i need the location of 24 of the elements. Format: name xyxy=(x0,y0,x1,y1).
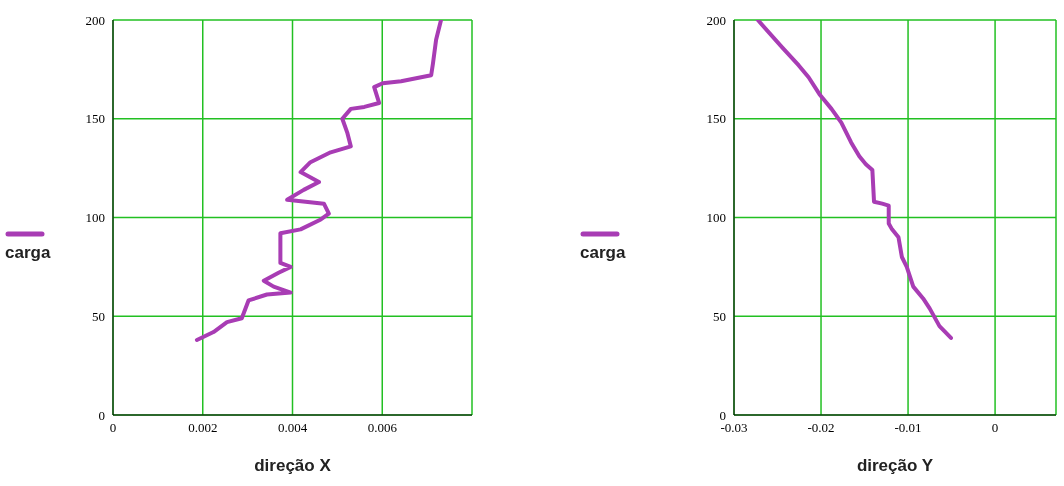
y-tick-label: 150 xyxy=(706,111,726,127)
x-tick-label: 0.004 xyxy=(277,420,308,436)
y-tick-label: 0 xyxy=(98,407,105,423)
y-tick-label: 50 xyxy=(92,308,105,324)
x-tick-label: -0.03 xyxy=(720,420,748,436)
x-tick-label: 0 xyxy=(109,420,117,436)
y-tick-label: 50 xyxy=(713,308,726,324)
x-tick-label: 0 xyxy=(991,420,999,436)
legend-label: carga xyxy=(5,243,52,263)
x-tick-label: -0.01 xyxy=(894,420,922,436)
y-tick-label: 150 xyxy=(85,111,105,127)
x-tick-label: 0.006 xyxy=(367,420,398,436)
line-series xyxy=(194,20,444,342)
y-tick-label: 0 xyxy=(719,407,726,423)
y-tick-label: 200 xyxy=(706,12,726,28)
x-tick-label: 0.002 xyxy=(188,420,218,436)
x-tick-label: -0.02 xyxy=(807,420,835,436)
x-axis-title: direção Y xyxy=(856,456,934,475)
legend-label: carga xyxy=(580,243,627,263)
x-axis-title: direção X xyxy=(254,456,332,475)
y-tick-label: 100 xyxy=(706,210,726,226)
y-tick-label: 200 xyxy=(85,12,105,28)
y-tick-label: 100 xyxy=(85,210,105,226)
line-series xyxy=(755,20,953,340)
